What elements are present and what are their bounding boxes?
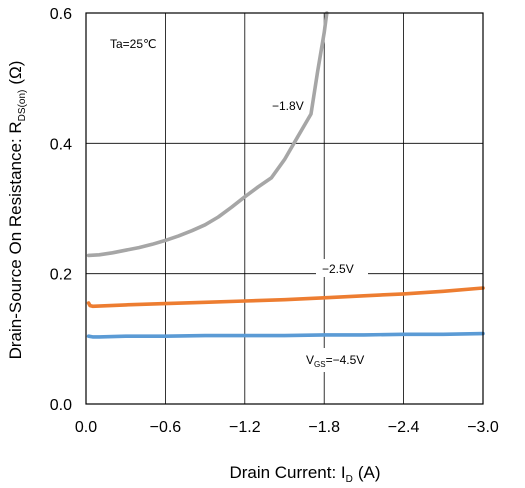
x-tick-label: −3.0 (467, 419, 499, 436)
y-tick-label: 0.4 (50, 136, 72, 153)
y-axis-title: Drain-Source On Resistance: RDS(on) (Ω) (6, 61, 28, 360)
y-tick-label: 0.6 (50, 6, 72, 23)
x-axis-title-unit: (A) (358, 463, 381, 482)
vgs-18-label: −1.8V (272, 99, 304, 113)
x-tick-label: −2.4 (388, 419, 420, 436)
label-bg-45 (300, 348, 382, 372)
x-axis-title-main: Drain Current: I (229, 463, 345, 482)
vgs-25-label: −2.5V (322, 262, 354, 276)
annotations: Ta=25℃ −1.8V −2.5V VGS=−4.5V (110, 37, 382, 372)
y-axis-title-main: Drain-Source On Resistance: R (6, 121, 25, 359)
vgs-45-value: =−4.5V (326, 353, 365, 367)
label-bg-25 (316, 259, 368, 277)
y-tick-label: 0.2 (50, 267, 72, 284)
grid (85, 12, 484, 405)
x-tick-label: −1.8 (308, 419, 340, 436)
plot-frame (85, 12, 484, 405)
x-axis-title-sub: D (346, 474, 353, 485)
x-tick-label: 0.0 (75, 419, 97, 436)
tick-labels: 0.0 −0.6 −1.2 −1.8 −2.4 −3.0 0.0 0.2 0.4 0.6 (50, 6, 499, 436)
temperature-annotation: Ta=25℃ (110, 37, 157, 51)
x-axis-title: Drain Current: ID (A) (229, 463, 380, 485)
series-line-2 (86, 286, 485, 309)
series-line-1 (86, 11, 329, 258)
series-layer (86, 11, 485, 339)
vgs-45-prefix: V (306, 353, 314, 367)
vgs-45-sub: GS (314, 360, 326, 369)
x-tick-label: −0.6 (150, 419, 182, 436)
y-axis-title-unit: (Ω) (6, 61, 25, 85)
series-line-3 (86, 331, 485, 339)
x-tick-label: −1.2 (229, 419, 261, 436)
vgs-45-label: VGS=−4.5V (306, 353, 364, 369)
y-axis-title-sub: DS(on) (17, 90, 28, 122)
y-tick-label: 0.0 (50, 397, 72, 414)
